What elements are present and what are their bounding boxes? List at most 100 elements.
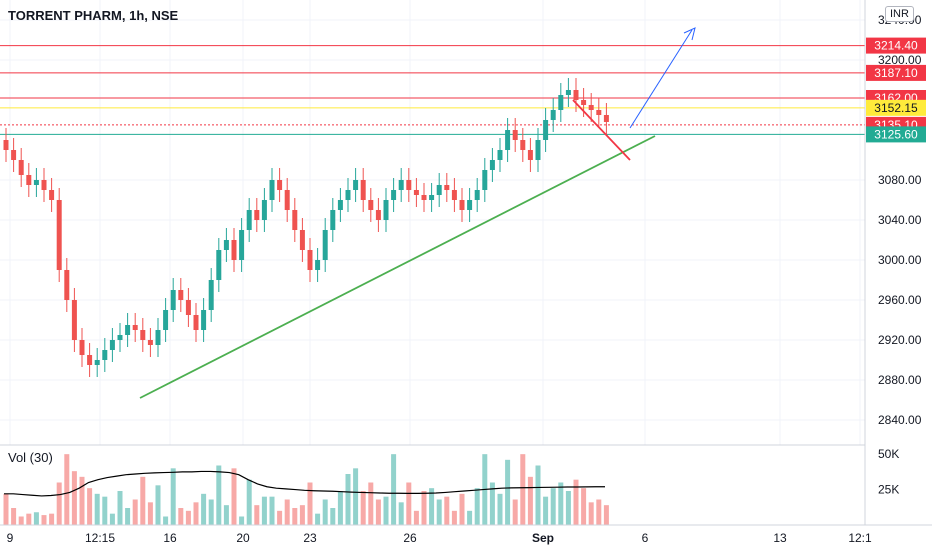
candle-body [512, 130, 518, 140]
volume-bar [360, 491, 366, 525]
candle-body [436, 185, 442, 195]
candle-body [489, 160, 495, 170]
candlestick-series [3, 78, 609, 377]
volume-bar [520, 454, 526, 525]
volume-bar [451, 510, 457, 525]
candle-body [41, 180, 47, 190]
candle-body [558, 95, 564, 110]
candle-body [178, 290, 184, 300]
support-trendline [139, 135, 656, 399]
volume-indicator-title[interactable]: Vol (30) [8, 450, 53, 465]
volume-bar [467, 510, 473, 525]
volume-bar [550, 488, 556, 525]
candle-body [170, 290, 176, 310]
candle-body [132, 325, 138, 330]
candle-body [406, 180, 412, 190]
candle-body [147, 340, 153, 345]
price-level-lines [0, 45, 865, 135]
candle-body [223, 240, 229, 250]
candle-body [565, 90, 571, 95]
candle-body [353, 180, 359, 190]
candle-body [345, 190, 351, 200]
volume-bar [193, 502, 199, 525]
volume-bar [299, 505, 305, 525]
volume-bar [588, 502, 594, 525]
time-tick-label: 12:1 [848, 531, 872, 545]
candle-body [322, 230, 328, 260]
volume-bar [140, 476, 146, 525]
price-level-tag-label: 3187.10 [874, 66, 918, 80]
candle-body [505, 130, 511, 150]
time-tick-label: 12:15 [85, 531, 115, 545]
volume-bar [163, 516, 169, 525]
candle-body [451, 190, 457, 200]
candle-body [391, 190, 397, 200]
volume-ma-line [4, 470, 605, 497]
candle-body [413, 190, 419, 195]
candle-body [482, 170, 488, 190]
price-level-tag [866, 99, 926, 116]
candle-body [596, 110, 602, 115]
time-axis-ticks: 9 12:15 16 20 23 26 Sep 6 13 12:1 [7, 531, 872, 545]
price-tick-label: 3200.00 [878, 53, 922, 67]
candle-body [117, 335, 123, 340]
volume-axis-ticks: 25K 50K [878, 447, 899, 496]
chart-title: TORRENT PHARM, 1h, NSE [8, 8, 179, 23]
volume-bar [87, 488, 93, 525]
candle-body [330, 210, 336, 230]
volume-bar [535, 465, 541, 525]
projection-arrowhead [683, 27, 696, 41]
volume-bar [185, 510, 191, 525]
volume-bar [3, 493, 9, 525]
candle-body [277, 180, 283, 190]
price-level-tag-label: 3125.60 [874, 127, 918, 141]
price-tick-label: 3040.00 [878, 213, 922, 227]
candle-body [573, 90, 579, 100]
volume-bar [109, 513, 115, 525]
volume-bar [429, 488, 435, 525]
candle-body [71, 300, 77, 340]
candle-body [11, 150, 17, 160]
price-tick-label: 2960.00 [878, 293, 922, 307]
currency-badge[interactable]: INR [885, 6, 914, 22]
candle-body [497, 150, 503, 160]
volume-bar [368, 482, 374, 525]
volume-bar [49, 513, 55, 525]
volume-bar [41, 515, 47, 525]
price-tick-label: 3080.00 [878, 173, 922, 187]
candle-body [292, 210, 298, 230]
volume-tick-label: 25K [878, 483, 899, 497]
volume-bar [322, 499, 328, 525]
candle-body [535, 140, 541, 160]
volume-bar [246, 479, 252, 525]
candle-body [254, 210, 260, 220]
volume-bar [596, 499, 602, 525]
volume-bar [64, 454, 70, 525]
volume-bar [497, 493, 503, 525]
volume-bar [337, 491, 343, 525]
candle-body [459, 200, 465, 210]
candle-body [33, 180, 39, 185]
candle-body [588, 105, 594, 110]
candle-body [543, 120, 549, 140]
volume-bar [558, 482, 564, 525]
candle-body [3, 140, 9, 150]
candle-body [18, 160, 24, 175]
candle-body [87, 355, 93, 365]
volume-bar [223, 505, 229, 525]
volume-bar [527, 476, 533, 525]
volume-bar [94, 493, 100, 525]
volume-bar [353, 468, 359, 525]
candle-body [603, 115, 609, 122]
candle-body [201, 310, 207, 330]
time-tick-label: 9 [7, 531, 14, 545]
volume-moving-average [4, 470, 605, 497]
volume-bar [459, 493, 465, 525]
price-tick-label: 2920.00 [878, 333, 922, 347]
price-level-tag [866, 126, 926, 143]
volume-bar [11, 508, 17, 525]
candle-body [56, 200, 62, 270]
volume-bar [315, 513, 321, 525]
candle-body [109, 340, 115, 350]
